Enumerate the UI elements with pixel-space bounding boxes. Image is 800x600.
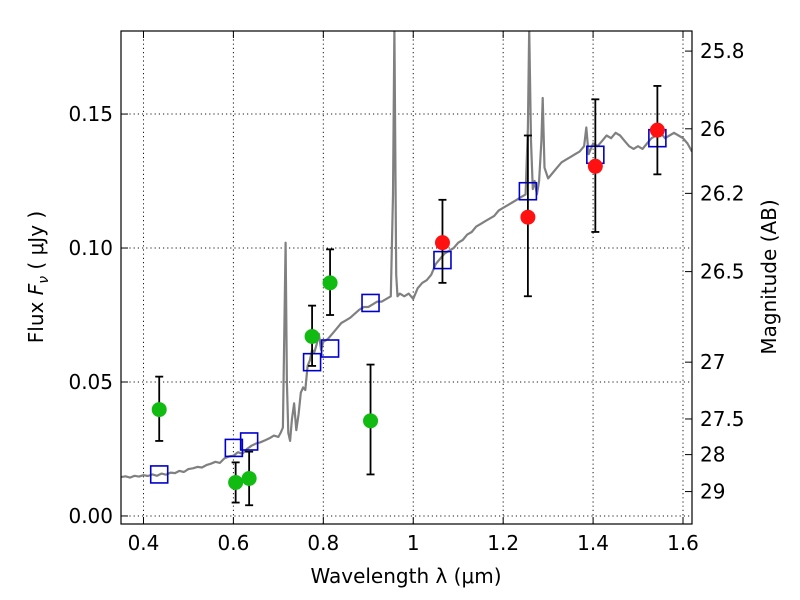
data-markers [149, 85, 667, 507]
series-2-point-0 [151, 402, 167, 418]
model-square-0 [149, 465, 169, 484]
model-square-2 [239, 432, 259, 451]
spectrum-line [121, 31, 692, 479]
x-tick-label-3: 1 [407, 531, 420, 555]
y-tick-label-0: 0.00 [68, 504, 113, 528]
x-tick-label-2: 0.8 [307, 531, 339, 555]
model-square-4 [320, 339, 340, 358]
series-3-point-3 [649, 122, 665, 138]
plot-frame [120, 30, 693, 525]
y2-tick-label-4: 27 [700, 350, 725, 374]
y2-axis-label: Magnitude (AB) [757, 199, 781, 354]
model-square-1 [224, 438, 244, 458]
x-axis-label: Wavelength λ (μm) [310, 564, 501, 588]
series-2-point-1 [228, 474, 244, 490]
y2-tick-label-5: 27.5 [700, 407, 745, 431]
x-tick-label-4: 1.2 [487, 531, 519, 555]
x-tick-label-6: 1.6 [667, 531, 699, 555]
x-tick-label-0: 0.4 [128, 531, 160, 555]
y2-tick-label-7: 29 [700, 480, 725, 504]
series-3-point-2 [587, 158, 603, 174]
y2-tick-label-6: 28 [700, 443, 725, 467]
y2-tick-label-2: 26.2 [700, 181, 745, 205]
y2-tick-label-0: 25.8 [700, 39, 745, 63]
y-axis-label: Flux Fν ( μJy ) [24, 211, 52, 343]
x-tick-label-1: 0.6 [217, 531, 249, 555]
series-2-point-3 [304, 328, 320, 344]
x-tick-label-5: 1.4 [577, 531, 609, 555]
y-tick-label-3: 0.15 [68, 102, 113, 126]
series-2-point-5 [363, 413, 379, 429]
series-3-point-1 [520, 209, 536, 225]
y2-tick-label-3: 26.5 [700, 260, 745, 284]
model-square-5 [361, 293, 380, 313]
y-tick-label-2: 0.10 [68, 236, 113, 260]
model-spectrum [121, 31, 692, 479]
series-3-point-0 [434, 235, 450, 251]
series-2-point-2 [241, 470, 257, 486]
series-2-point-4 [322, 275, 338, 291]
grid [121, 31, 692, 524]
y-tick-label-1: 0.05 [68, 370, 113, 394]
axis-ticks: 0.4 0.6 0.8 1 1.2 1.4 1.6 0.00 0.05 0.10 0.15 25.8 2… [68, 31, 745, 555]
y2-tick-label-1: 26 [700, 117, 725, 141]
